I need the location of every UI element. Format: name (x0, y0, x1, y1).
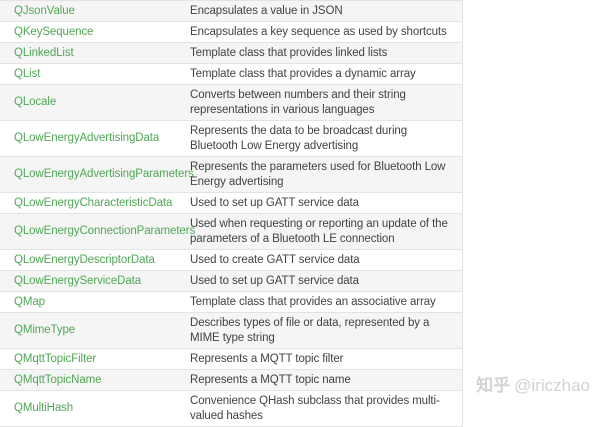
class-link[interactable]: QList (14, 67, 41, 80)
class-description: Used to create GATT service data (190, 253, 360, 266)
class-description: Template class that provides linked list… (190, 46, 388, 59)
class-name-cell: QLowEnergyDescriptorData (0, 250, 190, 270)
class-link[interactable]: QLowEnergyAdvertisingParameters (14, 168, 194, 180)
class-description: Represents the data to be broadcast duri… (190, 124, 408, 152)
class-description: Encapsulates a value in JSON (190, 4, 343, 17)
class-link[interactable]: QLinkedList (14, 46, 74, 59)
class-name-cell: QLowEnergyConnectionParameters (0, 222, 195, 242)
class-name-cell: QLocale (0, 93, 190, 113)
class-name-cell: QLowEnergyAdvertisingData (0, 129, 190, 149)
class-name-cell: QMap (0, 292, 190, 312)
class-link[interactable]: QLowEnergyConnectionParameters (14, 225, 196, 237)
class-name-cell: QLinkedList (0, 43, 190, 63)
zhihu-watermark: 知乎 @iriczhao (476, 376, 590, 396)
class-name-cell: QList (0, 64, 190, 84)
table-row: QLowEnergyConnectionParameters Used when… (0, 214, 462, 250)
zhihu-logo-text: 知乎 (476, 376, 511, 395)
table-row: QLowEnergyCharacteristicData Used to set… (0, 193, 462, 214)
class-description: Describes types of file or data, represe… (190, 316, 430, 344)
table-row: QMqttTopicFilter Represents a MQTT topic… (0, 349, 462, 370)
class-description: Converts between numbers and their strin… (190, 88, 406, 116)
class-description: Represents the parameters used for Bluet… (190, 160, 446, 188)
qt-class-table: QJsonValue Encapsulates a value in JSON … (0, 0, 463, 427)
class-description: Template class that provides a dynamic a… (190, 67, 416, 80)
class-name-cell: QKeySequence (0, 22, 190, 42)
table-row: QLowEnergyServiceData Used to set up GAT… (0, 271, 462, 292)
class-name-cell: QJsonValue (0, 1, 190, 21)
class-link[interactable]: QLowEnergyDescriptorData (14, 253, 155, 266)
class-description: Represents a MQTT topic filter (190, 352, 344, 365)
table-row: QLowEnergyAdvertisingData Represents the… (0, 121, 462, 157)
class-description: Encapsulates a key sequence as used by s… (190, 25, 447, 38)
class-link[interactable]: QJsonValue (14, 4, 75, 17)
class-name-cell: QMqttTopicName (0, 370, 190, 390)
table-row: QLowEnergyDescriptorData Used to create … (0, 250, 462, 271)
table-row: QLinkedList Template class that provides… (0, 43, 462, 64)
table-row: QMqttTopicName Represents a MQTT topic n… (0, 370, 462, 391)
table-row: QMap Template class that provides an ass… (0, 292, 462, 313)
table-row: QJsonValue Encapsulates a value in JSON (0, 1, 462, 22)
class-description: Represents a MQTT topic name (190, 373, 351, 386)
class-description: Template class that provides an associat… (190, 295, 436, 308)
class-link[interactable]: QLocale (14, 96, 57, 108)
class-name-cell: QLowEnergyCharacteristicData (0, 193, 190, 213)
class-name-cell: QLowEnergyAdvertisingParameters (0, 165, 194, 185)
table-row: QList Template class that provides a dyn… (0, 64, 462, 85)
class-name-cell: QMimeType (0, 321, 190, 341)
class-link[interactable]: QMap (14, 295, 45, 308)
table-row: QMultiHash Convenience QHash subclass th… (0, 391, 462, 427)
table-row: QLocale Converts between numbers and the… (0, 85, 462, 121)
class-name-cell: QLowEnergyServiceData (0, 271, 190, 291)
watermark-handle: @iriczhao (514, 376, 590, 395)
class-link[interactable]: QMqttTopicName (14, 373, 102, 386)
class-description: Used to set up GATT service data (190, 274, 359, 287)
class-link[interactable]: QLowEnergyServiceData (14, 274, 142, 287)
table-row: QKeySequence Encapsulates a key sequence… (0, 22, 462, 43)
class-description: Used to set up GATT service data (190, 196, 359, 209)
table-row: QLowEnergyAdvertisingParameters Represen… (0, 157, 462, 193)
class-link[interactable]: QMimeType (14, 324, 76, 336)
class-link[interactable]: QMultiHash (14, 402, 74, 414)
class-link[interactable]: QLowEnergyAdvertisingData (14, 132, 160, 144)
class-link[interactable]: QMqttTopicFilter (14, 352, 97, 365)
class-link[interactable]: QKeySequence (14, 25, 94, 38)
class-name-cell: QMqttTopicFilter (0, 349, 190, 369)
table-row: QMimeType Describes types of file or dat… (0, 313, 462, 349)
class-description: Used when requesting or reporting an upd… (190, 217, 448, 245)
class-link[interactable]: QLowEnergyCharacteristicData (14, 196, 173, 209)
